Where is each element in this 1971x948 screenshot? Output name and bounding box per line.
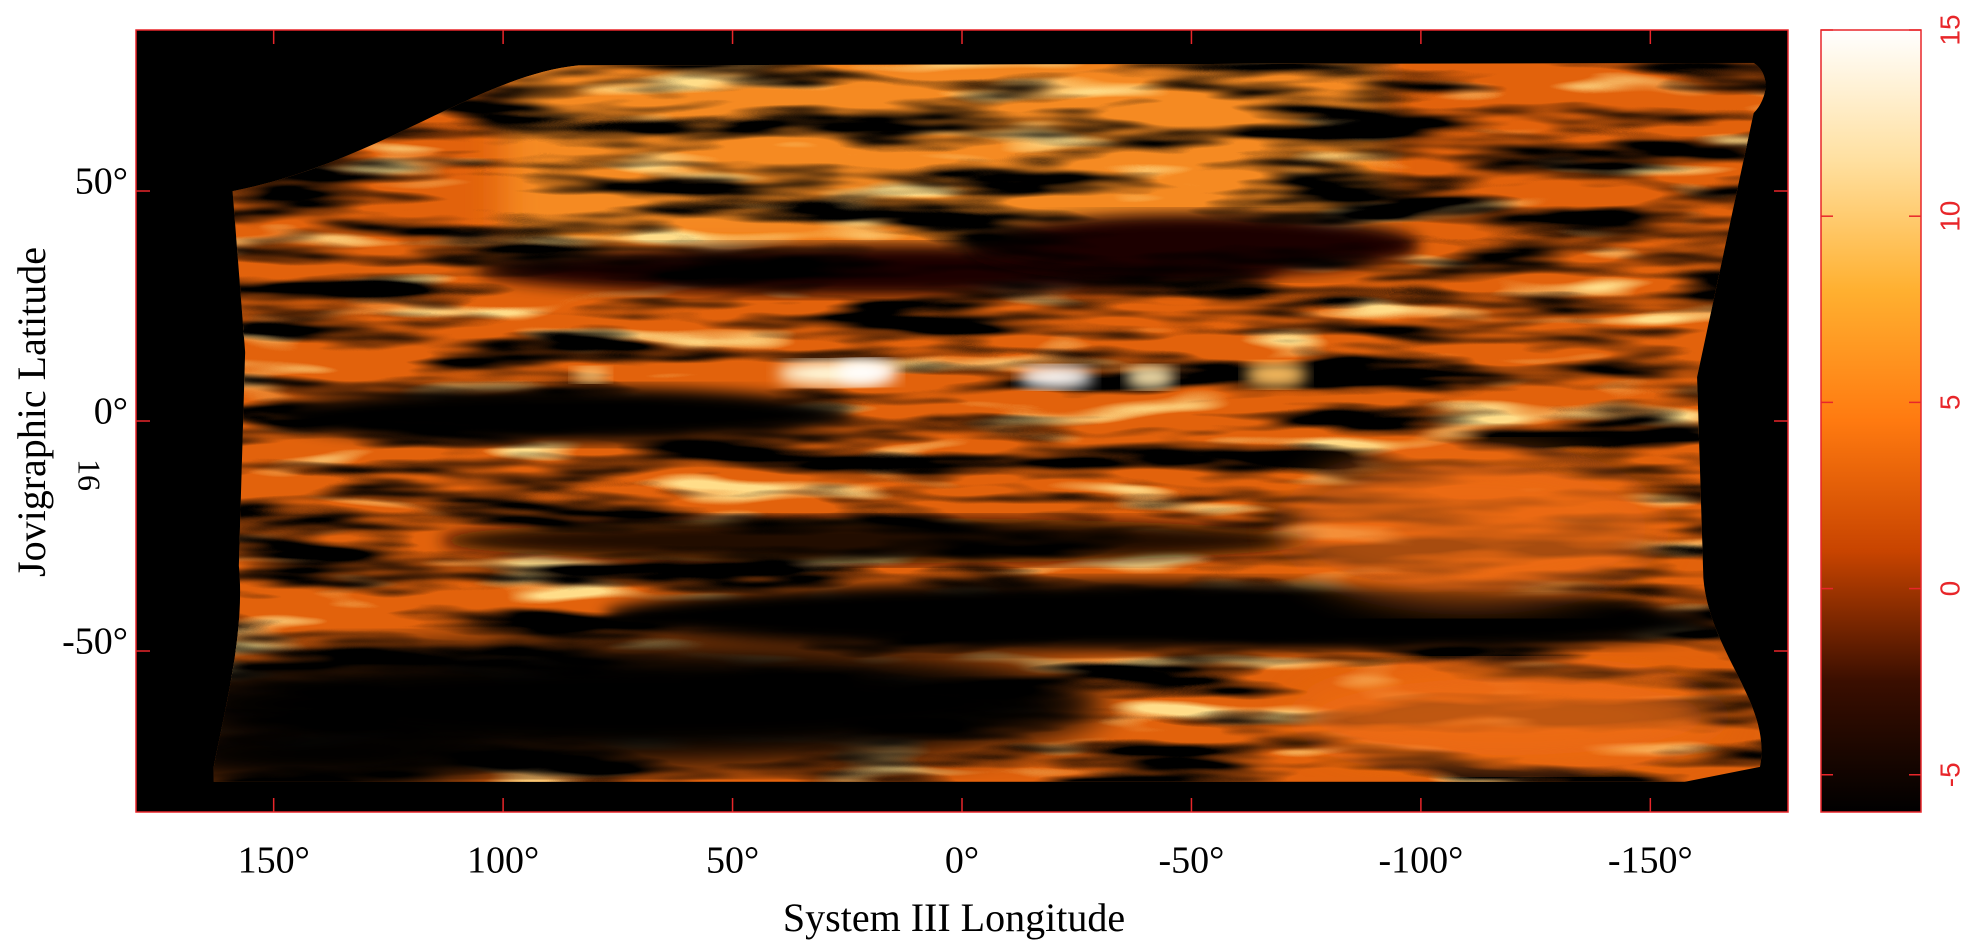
x-tick-label: -100° <box>1378 840 1463 882</box>
y-tick-label: 0° <box>94 391 128 433</box>
y-tick-label: 50° <box>75 161 128 203</box>
x-tick-label: 150° <box>238 840 310 882</box>
x-tick-label: -150° <box>1608 840 1693 882</box>
map-image <box>135 30 1788 813</box>
colorbar <box>1820 29 1922 813</box>
x-axis-title: System III Longitude <box>783 895 1125 940</box>
x-tick-label: 0° <box>945 840 979 882</box>
y-axis-title: Jovigraphic Latitude <box>9 247 54 577</box>
colorbar-label: 5 <box>1934 395 1965 411</box>
colorbar-label: 0 <box>1934 581 1965 597</box>
colorbar-label: -5 <box>1934 762 1965 787</box>
y-tick-label: -50° <box>62 621 128 663</box>
x-tick-label: -50° <box>1159 840 1225 882</box>
colorbar-label: 15 <box>1934 14 1965 45</box>
annotation: 16 <box>72 459 108 491</box>
x-tick-label: 100° <box>467 840 539 882</box>
colorbar-label: 10 <box>1934 201 1965 232</box>
x-tick-label: 50° <box>706 840 759 882</box>
